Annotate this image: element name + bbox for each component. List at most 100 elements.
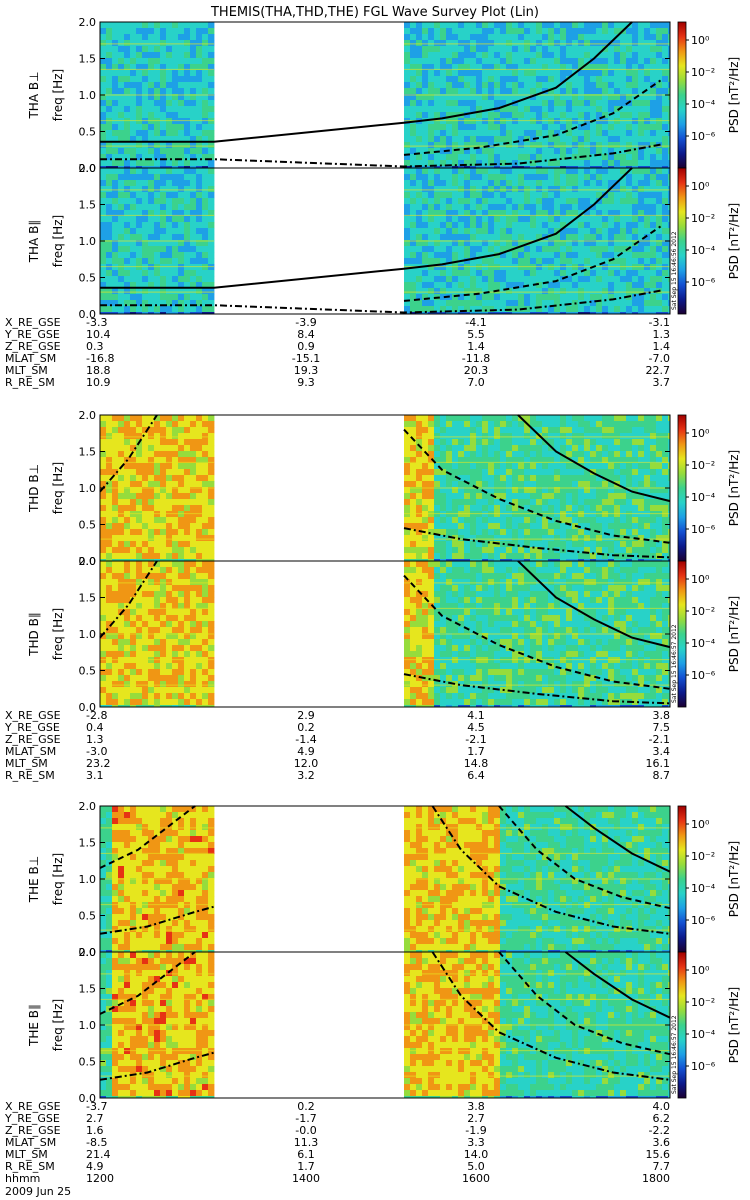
psd-cell [614, 100, 621, 107]
psd-cell [542, 300, 549, 307]
psd-cell [136, 300, 143, 307]
psd-cell [632, 118, 639, 125]
psd-cell [554, 88, 561, 95]
psd-cell [136, 94, 143, 101]
psd-cell [644, 186, 651, 193]
psd-cell [584, 166, 591, 169]
psd-cell [184, 228, 191, 235]
psd-cell [632, 481, 639, 488]
psd-cell [632, 168, 639, 175]
psd-cell [596, 276, 603, 283]
psd-cell [626, 82, 633, 89]
psd-cell [656, 445, 663, 452]
psd-cell [106, 270, 113, 277]
psd-cell [662, 270, 669, 277]
psd-cell [458, 523, 465, 530]
psd-cell [172, 511, 179, 518]
psd-cell [118, 228, 125, 235]
psd-cell [154, 82, 161, 89]
psd-cell [476, 306, 483, 313]
psd-cell [614, 198, 621, 205]
psd-cell [118, 469, 125, 476]
psd-cell [112, 186, 119, 193]
psd-cell [500, 469, 507, 476]
frequency-curve-dashed [403, 225, 662, 302]
psd-cell [578, 475, 585, 482]
psd-cell [160, 415, 167, 422]
psd-cell [458, 270, 465, 277]
psd-cell [650, 160, 657, 167]
psd-cell [476, 511, 483, 518]
psd-cell [404, 505, 411, 512]
psd-cell [416, 58, 423, 65]
psd-cell [154, 88, 161, 95]
psd-cell [446, 76, 453, 83]
psd-cell [410, 168, 417, 175]
psd-cell [142, 160, 149, 167]
psd-cell [536, 166, 543, 169]
psd-cell [136, 258, 143, 265]
psd-cell [100, 112, 107, 119]
psd-cell [190, 505, 197, 512]
psd-cell [524, 445, 531, 452]
psd-cell [440, 511, 447, 518]
psd-cell [650, 58, 657, 65]
psd-cell [614, 58, 621, 65]
psd-cell [100, 124, 107, 131]
psd-cell [166, 252, 173, 259]
psd-cell [542, 40, 549, 47]
psd-cell [458, 186, 465, 193]
psd-cell [202, 505, 209, 512]
psd-cell [446, 210, 453, 217]
psd-cell [440, 154, 447, 161]
psd-cell [572, 174, 579, 181]
psd-cell [512, 168, 519, 175]
psd-cell [184, 76, 191, 83]
psd-cell [488, 22, 495, 29]
psd-cell [190, 136, 197, 143]
psd-cell [596, 160, 603, 167]
psd-cell [404, 168, 411, 175]
psd-cell [202, 258, 209, 265]
psd-cell [554, 34, 561, 41]
psd-cell [184, 300, 191, 307]
psd-cell [530, 88, 537, 95]
psd-cell [572, 294, 579, 301]
psd-cell [560, 246, 567, 253]
psd-cell [172, 234, 179, 241]
psd-cell [136, 445, 143, 452]
psd-cell [638, 70, 645, 77]
psd-cell [494, 192, 501, 199]
psd-cell [518, 535, 525, 542]
psd-cell [542, 288, 549, 295]
psd-cell [638, 22, 645, 29]
psd-cell [118, 294, 125, 301]
psd-cell [524, 541, 531, 548]
psd-cell [668, 258, 671, 265]
psd-cell [434, 457, 441, 464]
psd-cell [458, 82, 465, 89]
psd-cell [428, 198, 435, 205]
psd-cell [584, 76, 591, 83]
psd-cell [208, 64, 215, 71]
psd-cell [136, 154, 143, 161]
psd-cell [506, 523, 513, 530]
psd-cell [458, 294, 465, 301]
psd-cell [208, 282, 215, 289]
psd-cell [668, 166, 671, 169]
psd-cell [184, 258, 191, 265]
psd-cell [584, 52, 591, 59]
psd-cell [458, 40, 465, 47]
psd-cell [584, 154, 591, 161]
psd-cell [608, 100, 615, 107]
psd-cell [632, 276, 639, 283]
psd-cell [560, 433, 567, 440]
psd-cell [554, 451, 561, 458]
psd-cell [650, 148, 657, 155]
psd-cell [584, 198, 591, 205]
psd-cell [130, 210, 137, 217]
psd-cell [428, 106, 435, 113]
psd-cell [638, 204, 645, 211]
psd-cell [410, 240, 417, 247]
psd-cell [470, 535, 477, 542]
